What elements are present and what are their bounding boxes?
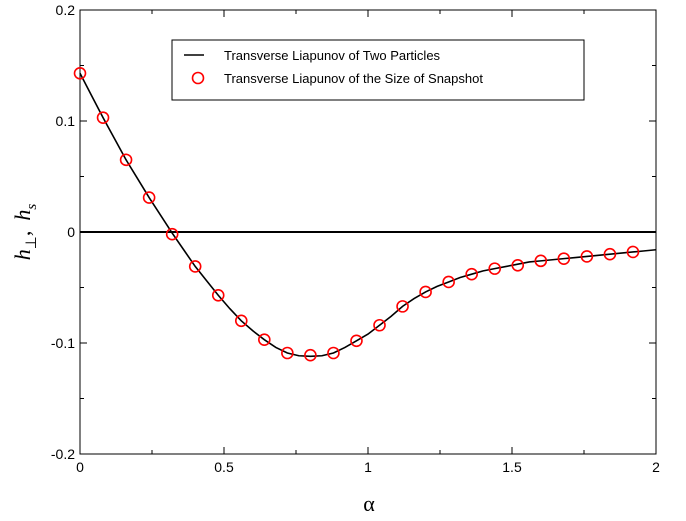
data-point bbox=[73, 66, 87, 80]
y-axis-label: h⊥,hs bbox=[10, 204, 40, 261]
data-point bbox=[626, 245, 640, 259]
data-point bbox=[488, 262, 502, 275]
series-points-snapshot bbox=[73, 66, 640, 362]
legend: Transverse Liapunov of Two Particles Tra… bbox=[171, 39, 585, 101]
tick-labels: 0 0.5 1 1.5 2 -0.2 -0.1 0 0.1 0.2 bbox=[51, 2, 660, 475]
data-point bbox=[557, 252, 571, 265]
data-point bbox=[234, 314, 248, 328]
data-point bbox=[350, 334, 363, 348]
data-point bbox=[419, 285, 432, 299]
legend-box bbox=[171, 39, 585, 101]
data-point bbox=[119, 153, 133, 167]
x-tick-label: 0 bbox=[76, 459, 84, 475]
x-tick-label: 2 bbox=[652, 459, 660, 475]
legend-label-two-particles: Transverse Liapunov of Two Particles bbox=[224, 48, 441, 63]
y-axis-label-sep: , bbox=[10, 231, 35, 237]
y-axis-label-h2: h bbox=[10, 210, 35, 221]
data-point bbox=[211, 288, 225, 302]
data-point bbox=[580, 250, 594, 263]
y-tick-label: -0.1 bbox=[51, 335, 75, 351]
y-tick-label: 0.1 bbox=[56, 113, 76, 129]
legend-circle-swatch bbox=[191, 71, 205, 85]
data-point bbox=[165, 227, 179, 241]
y-axis-label-sub1: ⊥ bbox=[24, 236, 40, 249]
data-point bbox=[396, 300, 409, 313]
data-point bbox=[304, 348, 317, 362]
x-tick-label: 0.5 bbox=[214, 459, 234, 475]
data-point bbox=[327, 346, 340, 360]
y-tick-label: 0 bbox=[67, 224, 75, 240]
y-tick-label: 0.2 bbox=[56, 2, 76, 18]
x-tick-label: 1.5 bbox=[502, 459, 522, 475]
y-tick-label: -0.2 bbox=[51, 446, 75, 462]
data-point bbox=[96, 111, 110, 124]
data-point bbox=[534, 254, 548, 268]
y-axis-label-h1: h bbox=[10, 249, 35, 260]
data-point bbox=[142, 191, 156, 204]
y-axis-label-sub2: s bbox=[24, 204, 40, 210]
data-point bbox=[281, 346, 294, 360]
data-point bbox=[465, 267, 478, 281]
tick-marks bbox=[79, 9, 657, 455]
x-axis-label: α bbox=[363, 491, 375, 516]
data-point bbox=[442, 275, 455, 289]
data-point bbox=[188, 260, 202, 273]
data-point bbox=[258, 333, 271, 346]
legend-label-snapshot: Transverse Liapunov of the Size of Snaps… bbox=[224, 71, 483, 86]
data-point bbox=[511, 258, 525, 272]
x-tick-label: 1 bbox=[364, 459, 372, 475]
data-point bbox=[373, 318, 386, 332]
data-point bbox=[603, 247, 617, 261]
